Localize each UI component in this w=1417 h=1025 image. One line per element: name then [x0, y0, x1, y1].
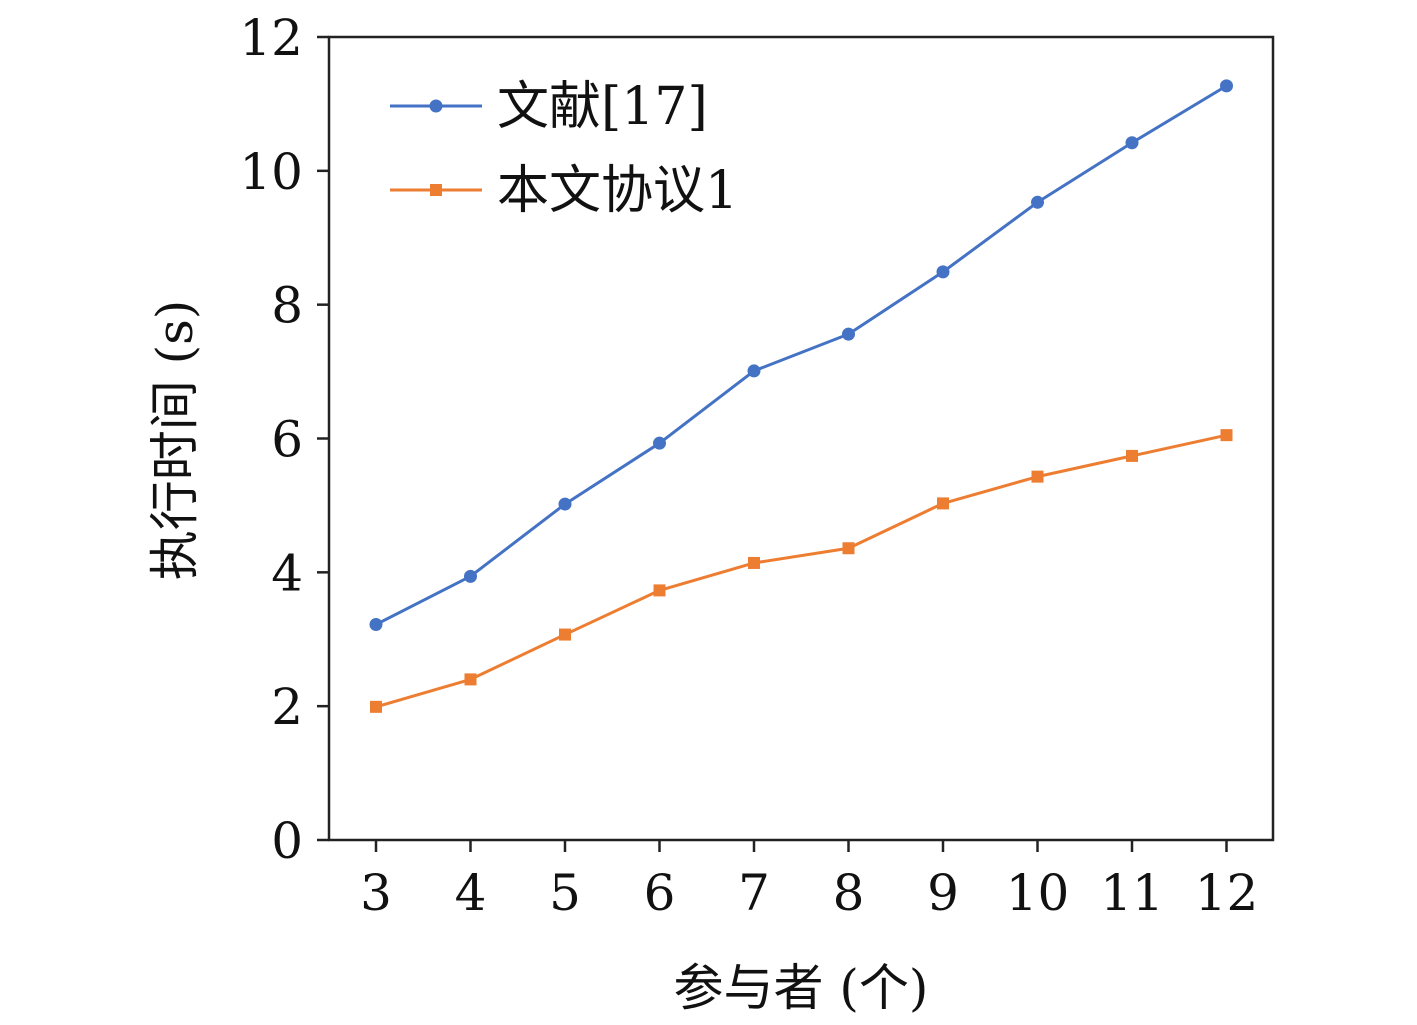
data-point [936, 265, 950, 279]
y-tick-label: 8 [271, 277, 303, 335]
y-tick-label: 2 [271, 678, 303, 736]
legend-marker [430, 184, 442, 196]
data-point [1220, 429, 1233, 442]
series-1 [369, 79, 1233, 632]
plot-frame [327, 35, 1275, 842]
data-point [842, 542, 855, 555]
y-tick-label: 12 [239, 9, 303, 67]
data-point [1031, 470, 1044, 483]
x-tick-label: 7 [738, 864, 770, 922]
legend-label: 本文协议1 [497, 161, 738, 221]
legend-marker [429, 99, 443, 113]
data-point [558, 497, 572, 511]
y-tick-label: 4 [271, 544, 303, 602]
x-tick-label: 5 [549, 864, 581, 922]
data-point [842, 327, 855, 341]
y-tick-label: 6 [271, 411, 303, 469]
y-tick-label: 0 [271, 812, 303, 870]
x-tick-label: 3 [360, 864, 392, 922]
series-line [375, 433, 1227, 709]
legend: 文献[17] 本文协议1 [390, 77, 738, 221]
data-point [937, 497, 949, 510]
data-point [370, 700, 382, 713]
data-point [653, 436, 666, 450]
x-tick-label: 4 [455, 864, 487, 922]
data-point [1031, 195, 1044, 209]
data-point [1125, 136, 1139, 150]
data-point [747, 364, 761, 378]
x-tick-label: 11 [1100, 864, 1164, 922]
y-axis-title: 执行时间 (s) [146, 300, 204, 581]
x-tick-label: 9 [927, 864, 959, 922]
x-tick-label: 12 [1195, 864, 1259, 922]
legend-label: 文献[17] [497, 77, 708, 137]
data-point [369, 618, 383, 632]
legend-item: 本文协议1 [390, 161, 738, 221]
series-layer [369, 79, 1233, 713]
data-point [464, 569, 477, 583]
data-point [653, 584, 666, 597]
data-point [1220, 79, 1233, 93]
data-point [1126, 449, 1138, 462]
y-tick-label: 10 [239, 143, 303, 201]
data-point [559, 628, 571, 641]
x-axis-title: 参与者 (个) [674, 959, 929, 1017]
series-line [375, 84, 1228, 626]
x-tick-label: 10 [1006, 864, 1070, 922]
y-axis: 0 2 4 6 8 10 12 [239, 9, 329, 870]
data-point [464, 673, 477, 686]
series-2 [370, 429, 1233, 713]
data-point [748, 556, 760, 569]
x-tick-label: 8 [833, 864, 865, 922]
x-axis: 3 4 5 6 7 8 9 10 11 12 [360, 840, 1258, 922]
legend-item: 文献[17] [390, 77, 708, 137]
x-tick-label: 6 [644, 864, 676, 922]
